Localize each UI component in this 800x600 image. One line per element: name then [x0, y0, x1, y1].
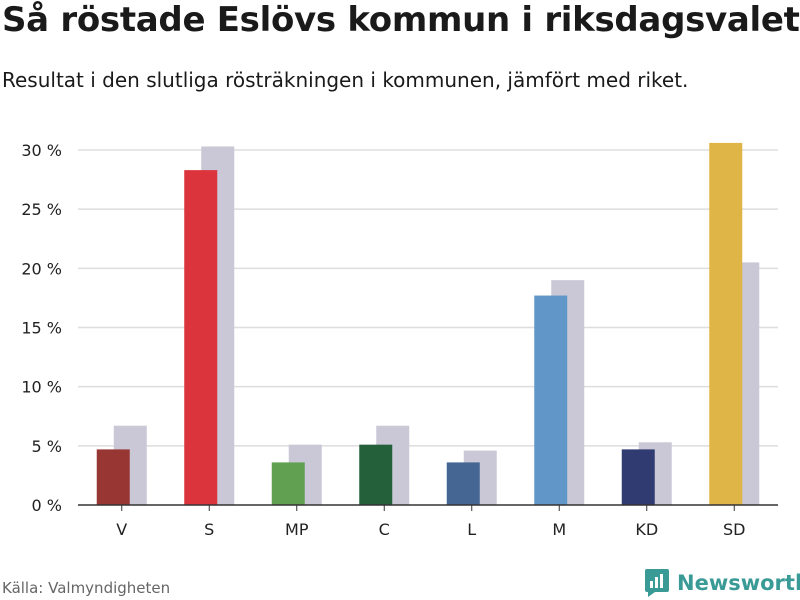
- bar-municipality-s: [184, 170, 218, 505]
- chart-subtitle: Resultat i den slutliga rösträkningen i …: [2, 68, 689, 92]
- y-tick-label: 5 %: [32, 437, 62, 456]
- bar-municipality-v: [96, 449, 130, 505]
- x-tick-label: KD: [635, 520, 658, 539]
- y-tick-label: 10 %: [21, 378, 62, 397]
- chart-title: Så röstade Eslövs kommun i riksdagsvalet: [2, 0, 800, 40]
- x-tick-label: V: [116, 520, 127, 539]
- y-tick-label: 25 %: [21, 200, 62, 219]
- bar-chart-icon: [645, 569, 669, 597]
- y-tick-label: 20 %: [21, 259, 62, 278]
- x-tick-label: SD: [723, 520, 745, 539]
- gridlines: [78, 149, 778, 447]
- y-tick-label: 15 %: [21, 319, 62, 338]
- x-tick-label: S: [204, 520, 214, 539]
- brand-name: Newsworthy: [677, 571, 800, 595]
- brand-logo: Newsworthy: [644, 568, 800, 598]
- bar-municipality-m: [534, 295, 568, 505]
- y-tick-label: 30 %: [21, 141, 62, 160]
- bars: [96, 142, 760, 505]
- x-tick-label: L: [467, 520, 476, 539]
- x-tick-label: C: [379, 520, 390, 539]
- bar-municipality-mp: [271, 462, 305, 505]
- x-axis: V S MP C L M KD SD: [78, 504, 778, 539]
- bar-municipality-kd: [621, 449, 655, 505]
- x-tick-label: MP: [285, 520, 309, 539]
- bar-municipality-l: [446, 462, 480, 505]
- x-tick-label: M: [552, 520, 566, 539]
- bar-municipality-c: [359, 444, 393, 505]
- source-note: Källa: Valmyndigheten: [2, 579, 171, 597]
- y-axis: 0 % 5 % 10 % 15 % 20 % 25 % 30 %: [21, 141, 62, 515]
- bar-municipality-sd: [709, 142, 743, 505]
- y-tick-label: 0 %: [32, 496, 62, 515]
